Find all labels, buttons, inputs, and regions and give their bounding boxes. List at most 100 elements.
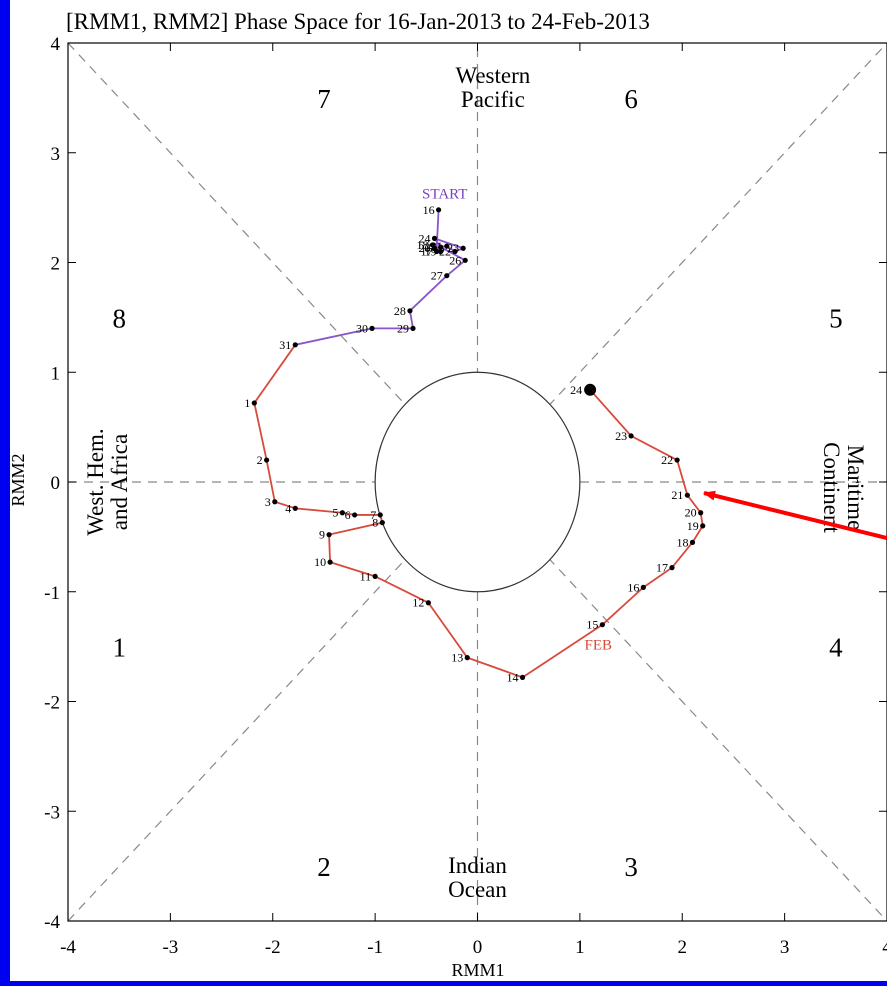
day-label: 29 [397, 321, 409, 335]
data-point [700, 523, 706, 529]
region-label-line: Pacific [461, 87, 525, 112]
phase-label: 2 [317, 852, 331, 882]
data-point [628, 433, 634, 439]
region-label-line: Western [455, 63, 530, 88]
region-label-line: West. Hem. [83, 428, 108, 535]
day-label: 24 [570, 383, 582, 397]
data-point [464, 655, 470, 661]
day-label: 25 [425, 240, 437, 254]
data-point [326, 532, 332, 538]
x-axis-label: RMM1 [451, 960, 504, 980]
day-label: 8 [372, 516, 378, 530]
x-tick-label: -3 [162, 937, 178, 958]
series-connector [253, 344, 297, 404]
phase-label: 6 [624, 84, 638, 114]
data-point [669, 565, 675, 571]
data-point [698, 510, 704, 516]
phase-label: 5 [829, 303, 843, 333]
region-label-line: Continent [819, 442, 844, 533]
data-point [352, 512, 358, 518]
region-label-line: and Africa [107, 434, 132, 530]
day-label: 30 [356, 321, 368, 335]
data-point [444, 243, 450, 249]
y-tick-label: 4 [51, 34, 61, 55]
x-tick-label: 1 [575, 937, 585, 958]
phase-label: 8 [112, 303, 126, 333]
data-point [431, 245, 438, 251]
day-label: 7 [370, 508, 376, 522]
unit-circle [374, 371, 581, 593]
data-point [460, 245, 466, 251]
y-tick-label: 0 [51, 473, 61, 494]
day-label: 2 [257, 453, 263, 467]
data-point [452, 248, 458, 255]
day-label: 3 [265, 495, 271, 509]
day-label: 15 [586, 618, 598, 632]
x-tick-label: 4 [882, 937, 887, 958]
day-label: 11 [360, 569, 372, 583]
chart-annotation: FEB [585, 637, 613, 653]
day-label: 23 [447, 241, 459, 255]
day-label: 4 [285, 501, 291, 515]
region-label-line: Maritime [843, 445, 868, 531]
data-point [435, 207, 442, 213]
day-label: 5 [332, 506, 338, 520]
day-label: 17 [656, 561, 668, 575]
day-label: 23 [615, 429, 627, 443]
data-point [407, 308, 413, 314]
data-point [444, 273, 450, 279]
day-label: 24 [419, 231, 431, 245]
day-label: 1 [244, 396, 250, 410]
day-label: 14 [507, 670, 519, 684]
region-label-line: Ocean [448, 877, 507, 902]
data-point [425, 600, 431, 606]
x-tick-label: -4 [60, 937, 76, 958]
data-point [431, 235, 438, 241]
data-point [292, 505, 298, 511]
y-tick-label: 3 [51, 144, 61, 165]
data-point [327, 559, 333, 565]
day-label: 10 [314, 555, 326, 569]
data-point [519, 674, 526, 680]
data-point [272, 499, 278, 505]
region-label: West. Hem. and Africa [83, 428, 132, 535]
day-label: 18 [676, 535, 688, 549]
data-point [264, 457, 270, 463]
region-label-line: Indian [448, 853, 507, 878]
data-point [689, 539, 696, 545]
data-point [640, 584, 646, 590]
x-tick-label: -1 [367, 937, 383, 958]
phase-label: 4 [829, 633, 843, 663]
y-tick-label: -4 [44, 912, 60, 933]
day-label: 20 [419, 241, 431, 255]
phase-label: 7 [317, 84, 331, 114]
day-label: 26 [449, 253, 461, 267]
x-tick-label: -2 [265, 937, 281, 958]
day-label: 9 [319, 528, 325, 542]
day-label: 28 [394, 304, 406, 318]
day-label: 17 [421, 245, 433, 259]
data-point [292, 342, 298, 348]
data-point [410, 325, 416, 331]
data-point [462, 257, 468, 263]
day-label: 18 [416, 238, 428, 252]
data-point [674, 457, 680, 463]
day-label: 31 [279, 338, 291, 352]
day-label: 21 [671, 488, 683, 502]
day-label: 22 [661, 453, 673, 467]
day-label: 20 [685, 506, 697, 520]
x-tick-label: 2 [678, 937, 688, 958]
chart-annotation: START [422, 186, 467, 202]
data-point [438, 244, 444, 250]
data-point [438, 248, 444, 255]
data-point [369, 325, 375, 331]
phase-label: 3 [624, 852, 638, 882]
day-label: 16 [423, 203, 435, 217]
callout-arrow [703, 490, 887, 540]
day-label: 6 [345, 508, 351, 522]
